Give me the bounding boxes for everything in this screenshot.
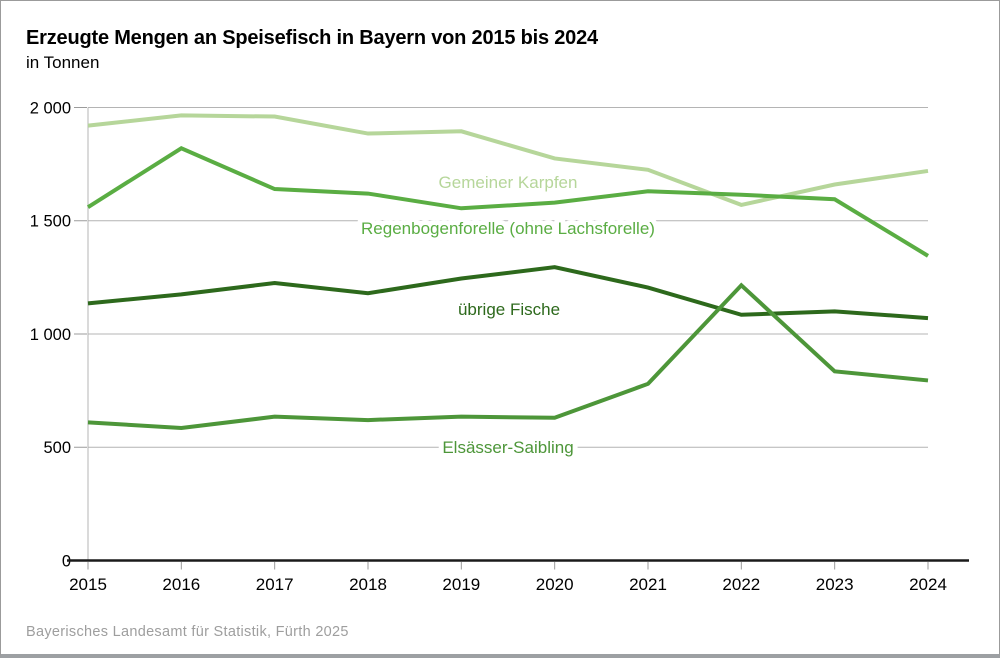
series-label-gemeiner-karpfen: Gemeiner Karpfen (439, 173, 578, 192)
series-line--brige-fische (87, 265, 929, 321)
source-note: Bayerisches Landesamt für Statistik, Für… (26, 624, 349, 640)
x-tick-label: 2015 (69, 575, 107, 594)
chart-subtitle: in Tonnen (26, 53, 100, 72)
x-tick-label: 2017 (256, 575, 294, 594)
series-label-els-sser-saibling: Elsässer-Saibling (442, 438, 573, 457)
x-tick-label: 2019 (442, 575, 480, 594)
y-tick-label: 2 000 (30, 99, 71, 117)
y-tick-label: 0 (62, 552, 71, 570)
series-line-regenbogenforelle-ohne-lachsforelle- (86, 146, 930, 258)
x-tick-label: 2020 (536, 575, 574, 594)
y-tick-label: 1 500 (30, 213, 71, 231)
series-line-gemeiner-karpfen (87, 113, 929, 207)
series-label--brige-fische: übrige Fische (458, 300, 560, 319)
x-tick-label: 2024 (909, 575, 947, 594)
x-tick-label: 2022 (722, 575, 760, 594)
chart-title: Erzeugte Mengen an Speisefisch in Bayern… (26, 27, 598, 49)
y-tick-label: 1 000 (30, 326, 71, 344)
x-tick-label: 2021 (629, 575, 667, 594)
x-tick-label: 2016 (162, 575, 200, 594)
x-tick-label: 2018 (349, 575, 387, 594)
y-tick-label: 500 (43, 439, 71, 457)
x-tick-label: 2023 (816, 575, 854, 594)
series-line-els-sser-saibling (87, 282, 929, 431)
series-label-regenbogenforelle-ohne-lachsforelle-: Regenbogenforelle (ohne Lachsforelle) (361, 219, 655, 238)
